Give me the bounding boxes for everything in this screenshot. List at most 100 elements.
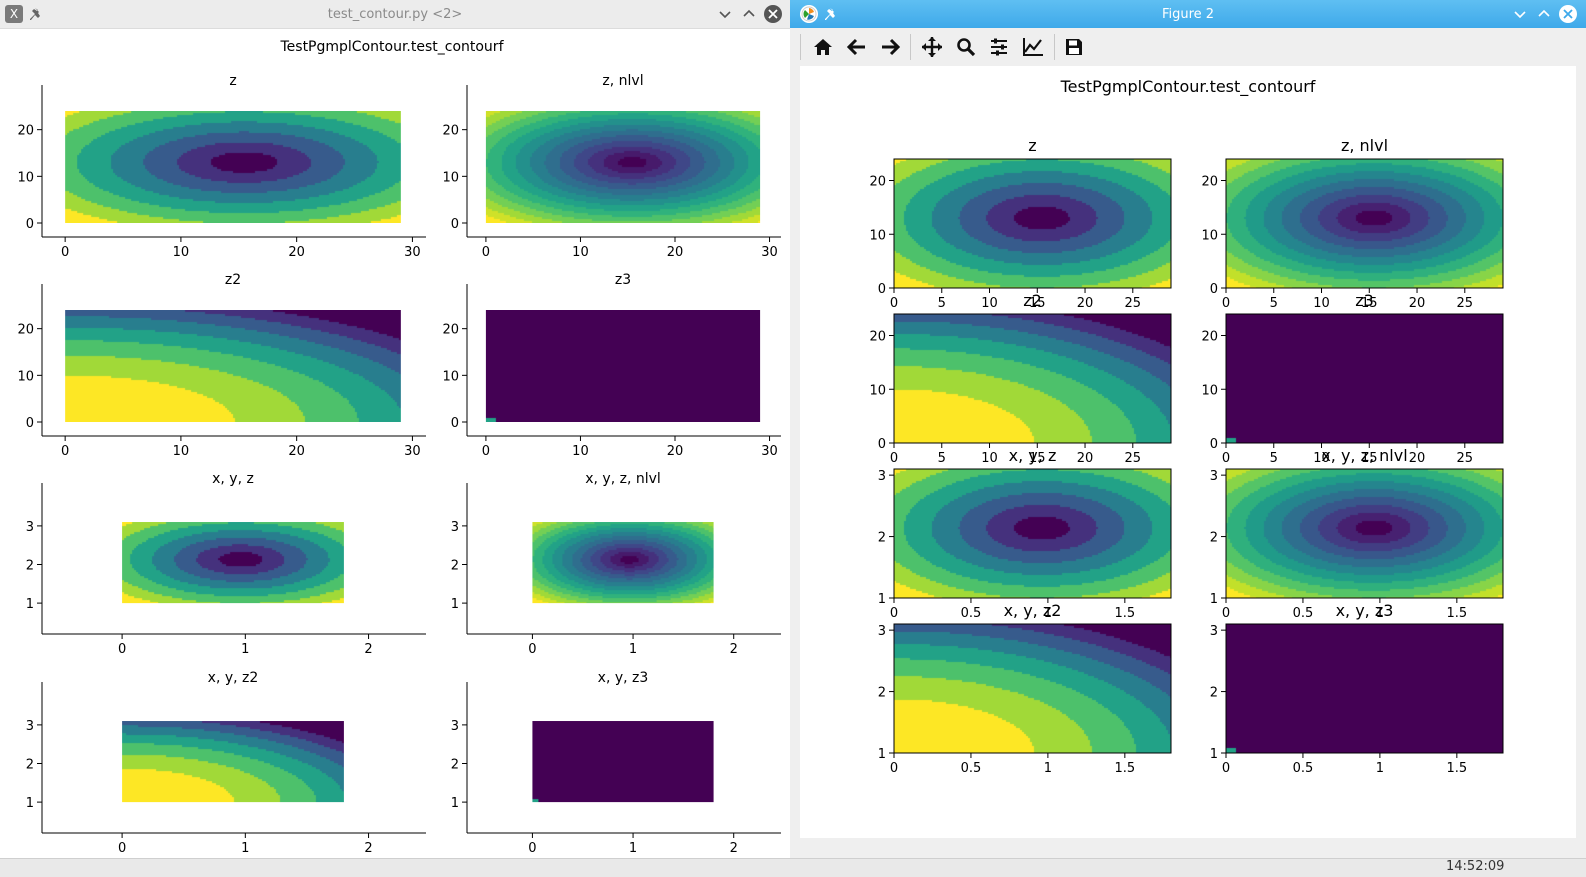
x-tick-label: 25 [1125, 296, 1142, 311]
left-plot-canvas[interactable]: TestPgmplContour.test_contourf z 0 10 20 30 0 1… [0, 29, 790, 858]
x-tick-label: 10 [981, 451, 998, 466]
pin-icon[interactable] [28, 5, 46, 23]
x-tick-label: 1 [1044, 606, 1052, 621]
right-plot-canvas[interactable]: TestPgmplContour.test_contourf z 0 5 10 15 20 2… [800, 66, 1576, 838]
x-tick-label: 0 [61, 245, 69, 260]
subplot-2[interactable]: z, nlvl 0 5 10 15 20 25 0 10 20 [1201, 136, 1504, 311]
contour-fill [894, 469, 1171, 598]
y-tick-label: 1 [26, 597, 34, 612]
contour-fill [122, 721, 344, 803]
app-icon[interactable] [800, 5, 818, 23]
contour-fill [532, 721, 714, 803]
y-tick-label: 1 [26, 796, 34, 811]
subplot-3[interactable]: z2 0 5 10 15 20 25 0 10 20 [869, 291, 1172, 466]
subplot-4[interactable]: z3 0 10 20 30 0 10 20 [442, 272, 781, 459]
configure-subplots-icon[interactable] [984, 32, 1014, 62]
right-titlebar[interactable]: Figure 2 [790, 0, 1586, 28]
y-tick-label: 2 [451, 758, 459, 773]
x-tick-label: 25 [1125, 451, 1142, 466]
axes-frame [1225, 468, 1504, 599]
subplot-2[interactable]: z, nlvl 0 10 20 30 0 10 20 [442, 73, 781, 260]
y-tick-label: 10 [442, 170, 459, 185]
x-tick-label: 20 [667, 245, 684, 260]
x-tick-label: 0 [528, 841, 536, 856]
app-icon[interactable]: X [5, 5, 23, 23]
y-tick-label: 10 [17, 170, 34, 185]
x-tick-label: 10 [572, 245, 589, 260]
close-icon[interactable] [764, 5, 782, 23]
y-tick-label: 0 [451, 217, 459, 232]
y-tick-label: 2 [878, 686, 886, 701]
contour-fill [532, 522, 714, 604]
subplot-1[interactable]: z 0 5 10 15 20 25 0 10 20 [869, 136, 1172, 311]
subplot-5[interactable]: x, y, z 0 1 2 1 2 3 [26, 471, 426, 657]
left-window: test_contour.py <2> X TestPgmplContour.t… [0, 0, 790, 858]
save-icon[interactable] [1059, 32, 1089, 62]
y-tick-label: 20 [442, 124, 459, 139]
y-tick-label: 20 [869, 175, 886, 190]
subplot-6[interactable]: x, y, z, nlvl 0 1 2 1 2 3 [451, 471, 781, 657]
y-tick-label: 1 [451, 597, 459, 612]
y-tick-label: 2 [878, 531, 886, 546]
forward-icon[interactable] [875, 32, 905, 62]
x-tick-label: 10 [1313, 296, 1330, 311]
subplot-title: z3 [615, 272, 631, 288]
x-tick-label: 0 [890, 296, 898, 311]
axes-frame [893, 158, 1172, 289]
subplot-8[interactable]: x, y, z3 0 0.5 1 1.5 1 2 3 [1210, 601, 1504, 776]
x-tick-label: 2 [730, 642, 738, 657]
x-tick-label: 0.5 [1293, 606, 1314, 621]
subplot-7[interactable]: x, y, z2 0 1 2 1 2 3 [26, 670, 426, 856]
y-tick-label: 20 [869, 330, 886, 345]
x-tick-label: 5 [938, 296, 946, 311]
subplot-title: x, y, z2 [208, 670, 259, 686]
contour-fill [485, 310, 761, 422]
toolbar-separator [1054, 34, 1055, 60]
y-tick-label: 2 [451, 559, 459, 574]
left-titlebar[interactable]: test_contour.py <2> X [0, 0, 790, 29]
subplot-3[interactable]: z2 0 10 20 30 0 10 20 [17, 272, 426, 459]
home-icon[interactable] [808, 32, 838, 62]
pan-icon[interactable] [917, 32, 947, 62]
back-icon[interactable] [842, 32, 872, 62]
y-tick-label: 2 [26, 559, 34, 574]
x-tick-label: 2 [364, 841, 372, 856]
subplot-title: z2 [1023, 291, 1042, 310]
subplot-title: x, y, z3 [598, 670, 649, 686]
zoom-icon[interactable] [951, 32, 981, 62]
subplot-6[interactable]: x, y, z, nlvl 0 0.5 1 1.5 1 2 3 [1210, 446, 1504, 621]
contour-fill [65, 310, 401, 422]
x-tick-label: 20 [667, 444, 684, 459]
maximize-icon[interactable] [1535, 5, 1553, 23]
minimize-icon[interactable] [1511, 5, 1529, 23]
subplot-5[interactable]: x, y, z 0 0.5 1 1.5 1 2 3 [878, 446, 1172, 621]
subplot-title: x, y, z, nlvl [1321, 446, 1407, 465]
subplot-title: x, y, z [1009, 446, 1057, 465]
contour-fill [894, 159, 1171, 288]
subplot-4[interactable]: z3 0 5 10 15 20 25 0 10 20 [1201, 291, 1504, 466]
x-tick-label: 0 [890, 761, 898, 776]
taskbar: 14:52:09 [0, 858, 1586, 877]
y-tick-label: 20 [17, 124, 34, 139]
maximize-icon[interactable] [740, 5, 758, 23]
pin-icon[interactable] [823, 5, 841, 23]
y-tick-label: 3 [1210, 469, 1218, 484]
subplot-title: z [229, 73, 236, 89]
x-tick-label: 15 [1361, 296, 1378, 311]
subplot-title: x, y, z, nlvl [585, 471, 661, 487]
close-icon[interactable] [1559, 5, 1577, 23]
y-tick-label: 10 [442, 369, 459, 384]
subplot-1[interactable]: z 0 10 20 30 0 10 20 [17, 73, 426, 260]
contour-fill [894, 624, 1171, 753]
edit-axes-icon[interactable] [1018, 32, 1048, 62]
contour-fill [122, 522, 344, 604]
subplot-8[interactable]: x, y, z3 0 1 2 1 2 3 [451, 670, 781, 856]
x-tick-label: 0 [118, 642, 126, 657]
y-tick-label: 0 [1210, 437, 1218, 452]
y-tick-label: 1 [451, 796, 459, 811]
y-tick-label: 20 [1201, 330, 1218, 345]
x-tick-label: 0 [890, 451, 898, 466]
minimize-icon[interactable] [716, 5, 734, 23]
subplot-7[interactable]: x, y, z2 0 0.5 1 1.5 1 2 3 [878, 601, 1172, 776]
